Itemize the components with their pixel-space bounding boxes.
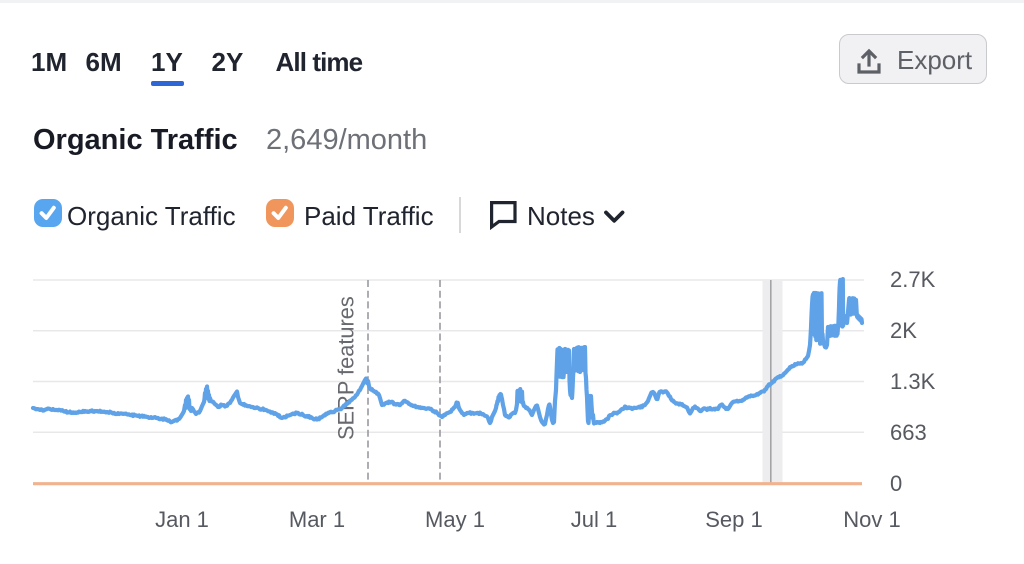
svg-text:Jul 1: Jul 1 [571, 507, 617, 532]
svg-text:Sep 1: Sep 1 [705, 507, 763, 532]
svg-text:Nov 1: Nov 1 [843, 507, 900, 532]
svg-text:Jan 1: Jan 1 [155, 507, 209, 532]
svg-text:2.7K: 2.7K [890, 267, 936, 292]
svg-text:Mar 1: Mar 1 [289, 507, 345, 532]
svg-text:May 1: May 1 [425, 507, 485, 532]
svg-text:2K: 2K [890, 318, 917, 343]
svg-text:663: 663 [890, 420, 927, 445]
svg-text:SERP features: SERP features [334, 296, 359, 440]
svg-text:1.3K: 1.3K [890, 369, 936, 394]
svg-text:0: 0 [890, 471, 902, 496]
